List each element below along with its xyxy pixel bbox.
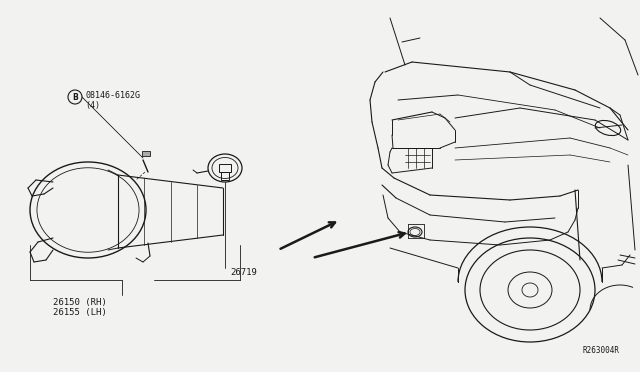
Bar: [142, 151, 150, 156]
Text: R263004R: R263004R: [583, 346, 620, 355]
Text: 26719: 26719: [230, 268, 257, 277]
Bar: [219, 164, 231, 172]
Text: 08146-6162G: 08146-6162G: [85, 90, 140, 99]
Text: 26150 (RH): 26150 (RH): [53, 298, 107, 307]
Text: B: B: [72, 93, 78, 102]
Bar: [221, 172, 229, 180]
Text: (4): (4): [85, 100, 100, 109]
Text: 26155 (LH): 26155 (LH): [53, 308, 107, 317]
